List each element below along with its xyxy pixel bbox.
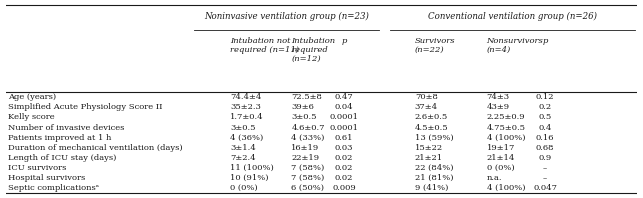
Text: Length of ICU stay (days): Length of ICU stay (days) (8, 154, 116, 162)
Text: 21 (81%): 21 (81%) (415, 174, 453, 182)
Text: 74.4±4: 74.4±4 (230, 93, 262, 101)
Text: 0.0001: 0.0001 (330, 124, 359, 131)
Text: 3±0.5: 3±0.5 (291, 113, 317, 121)
Text: 13 (59%): 13 (59%) (415, 134, 453, 142)
Text: 21±21: 21±21 (415, 154, 443, 162)
Text: 0.2: 0.2 (539, 103, 552, 111)
Text: 0.009: 0.009 (332, 184, 356, 192)
Text: 19±17: 19±17 (487, 144, 515, 152)
Text: 43±9: 43±9 (487, 103, 510, 111)
Text: 74±3: 74±3 (487, 93, 510, 101)
Text: Intubation not
required (n=11): Intubation not required (n=11) (230, 37, 299, 54)
Text: 4.6±0.7: 4.6±0.7 (291, 124, 325, 131)
Text: –: – (543, 174, 547, 182)
Text: n.a.: n.a. (487, 174, 502, 182)
Text: 4 (100%): 4 (100%) (487, 134, 525, 142)
Text: 0.68: 0.68 (536, 144, 554, 152)
Text: Nonsurvivors
(n=4): Nonsurvivors (n=4) (487, 37, 543, 54)
Text: 0.047: 0.047 (533, 184, 557, 192)
Text: 7 (58%): 7 (58%) (291, 164, 325, 172)
Text: Patients improved at 1 h: Patients improved at 1 h (8, 134, 111, 142)
Text: 7 (58%): 7 (58%) (291, 174, 325, 182)
Text: Age (years): Age (years) (8, 93, 56, 101)
Text: Duration of mechanical ventilation (days): Duration of mechanical ventilation (days… (8, 144, 183, 152)
Text: 0.16: 0.16 (536, 134, 554, 142)
Text: 4 (36%): 4 (36%) (230, 134, 264, 142)
Text: 22 (84%): 22 (84%) (415, 164, 453, 172)
Text: 0.5: 0.5 (539, 113, 552, 121)
Text: 0.02: 0.02 (335, 164, 354, 172)
Text: 15±22: 15±22 (415, 144, 443, 152)
Text: 3±0.5: 3±0.5 (230, 124, 256, 131)
Text: 37±4: 37±4 (415, 103, 438, 111)
Text: Survivors
(n=22): Survivors (n=22) (415, 37, 455, 54)
Text: 0.02: 0.02 (335, 154, 354, 162)
Text: 4.75±0.5: 4.75±0.5 (487, 124, 525, 131)
Text: 0.02: 0.02 (335, 174, 354, 182)
Text: ICU survivors: ICU survivors (8, 164, 66, 172)
Text: p: p (341, 37, 347, 45)
Text: 70±8: 70±8 (415, 93, 438, 101)
Text: 22±19: 22±19 (291, 154, 320, 162)
Text: 4.5±0.5: 4.5±0.5 (415, 124, 448, 131)
Text: 10 (91%): 10 (91%) (230, 174, 269, 182)
Text: 4 (33%): 4 (33%) (291, 134, 325, 142)
Text: 9 (41%): 9 (41%) (415, 184, 448, 192)
Text: 2.6±0.5: 2.6±0.5 (415, 113, 448, 121)
Text: 16±19: 16±19 (291, 144, 320, 152)
Text: Noninvasive ventilation group (n=23): Noninvasive ventilation group (n=23) (204, 12, 369, 21)
Text: Simplified Acute Physiology Score II: Simplified Acute Physiology Score II (8, 103, 162, 111)
Text: 0.9: 0.9 (539, 154, 552, 162)
Text: 4 (100%): 4 (100%) (487, 184, 525, 192)
Text: 39±6: 39±6 (291, 103, 314, 111)
Text: 0.47: 0.47 (335, 93, 354, 101)
Text: 72.5±8: 72.5±8 (291, 93, 322, 101)
Text: Septic complicationsᵃ: Septic complicationsᵃ (8, 184, 98, 192)
Text: 0 (0%): 0 (0%) (487, 164, 514, 172)
Text: 11 (100%): 11 (100%) (230, 164, 274, 172)
Text: 3±1.4: 3±1.4 (230, 144, 256, 152)
Text: 7±2.4: 7±2.4 (230, 154, 256, 162)
Text: Hospital survivors: Hospital survivors (8, 174, 85, 182)
Text: –: – (543, 164, 547, 172)
Text: 0.03: 0.03 (335, 144, 354, 152)
Text: Kelly score: Kelly score (8, 113, 54, 121)
Text: p: p (543, 37, 548, 45)
Text: 6 (50%): 6 (50%) (291, 184, 324, 192)
Text: 0.12: 0.12 (536, 93, 554, 101)
Text: Conventional ventilation group (n=26): Conventional ventilation group (n=26) (428, 12, 597, 21)
Text: 0.0001: 0.0001 (330, 113, 359, 121)
Text: 35±2.3: 35±2.3 (230, 103, 261, 111)
Text: Number of invasive devices: Number of invasive devices (8, 124, 124, 131)
Text: 0 (0%): 0 (0%) (230, 184, 258, 192)
Text: 2.25±0.9: 2.25±0.9 (487, 113, 525, 121)
Text: 21±14: 21±14 (487, 154, 515, 162)
Text: Intubation
required
(n=12): Intubation required (n=12) (291, 37, 336, 63)
Text: 0.61: 0.61 (335, 134, 354, 142)
Text: 0.04: 0.04 (335, 103, 354, 111)
Text: 1.7±0.4: 1.7±0.4 (230, 113, 264, 121)
Text: 0.4: 0.4 (538, 124, 552, 131)
